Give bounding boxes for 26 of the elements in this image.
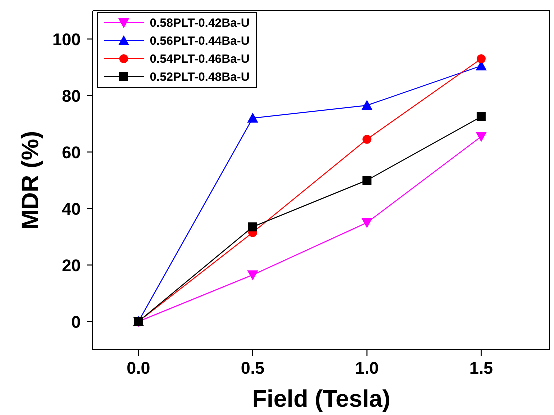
legend-label: 0.56PLT-0.44Ba-U [150, 34, 250, 48]
y-tick-label: 20 [62, 256, 81, 276]
point [362, 218, 373, 228]
point [247, 270, 258, 281]
point [476, 54, 486, 64]
point [248, 222, 258, 232]
x-tick-label: 1.0 [355, 359, 380, 378]
y-tick-label: 40 [62, 200, 81, 219]
point [476, 132, 487, 142]
y-tick-label: 0 [72, 312, 81, 332]
point [362, 135, 372, 144]
y-axis-title: MDR (%) [18, 131, 45, 230]
point [247, 112, 258, 123]
y-tick-label: 80 [62, 86, 81, 106]
point [362, 176, 372, 185]
y-tick-label: 60 [62, 143, 81, 162]
y-tick-label: 100 [52, 30, 81, 50]
point [476, 112, 486, 122]
legend-label: 0.52PLT-0.48Ba-U [150, 70, 250, 84]
legend-label: 0.54PLT-0.46Ba-U [150, 52, 250, 66]
x-axis-title: Field (Tesla) [252, 386, 391, 413]
x-tick-label: 0.0 [126, 359, 151, 378]
x-tick-label: 0.5 [241, 359, 265, 378]
x-tick-label: 1.5 [470, 359, 494, 378]
legend-label: 0.58PLT-0.42Ba-U [150, 16, 250, 30]
point [362, 100, 373, 110]
